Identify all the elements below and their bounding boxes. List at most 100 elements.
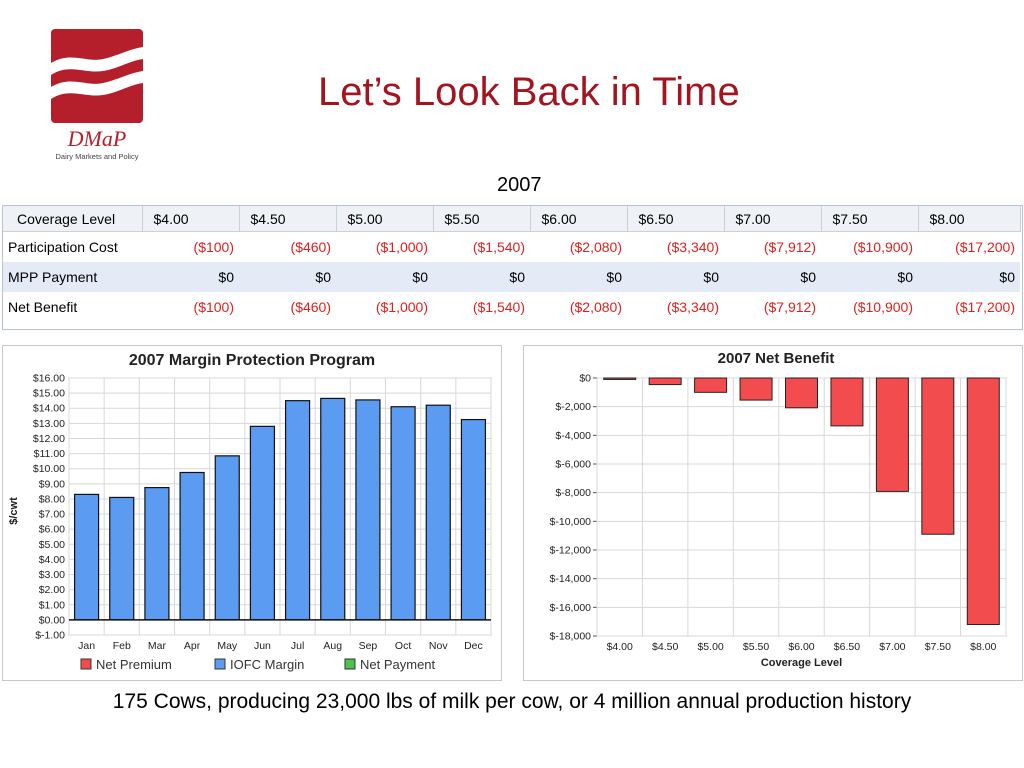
y-tick-label: $0 <box>579 373 591 385</box>
y-axis-label: $/cwt <box>8 497 20 525</box>
table-row: Net Benefit ($100) ($460) ($1,000) ($1,540) (… <box>3 292 1020 322</box>
legend-label: IOFC Margin <box>230 657 304 672</box>
table-cell: ($1,000) <box>375 299 428 315</box>
column-header: $7.50 <box>821 206 919 232</box>
margin-chart: 2007 Margin Protection Program $-1.00 $0.0… <box>8 352 492 672</box>
table-cell: $0 <box>336 262 433 292</box>
table-cell: ($460) <box>290 299 331 315</box>
y-tick-label: $1.00 <box>39 599 65 611</box>
x-tick-label: Oct <box>395 640 411 652</box>
net-benefit-bar <box>966 377 1000 626</box>
y-tick-label: $14.00 <box>33 403 65 415</box>
net-benefit-bar <box>875 377 909 492</box>
y-tick-label: $-16,000 <box>550 602 592 614</box>
table-cell: ($3,340) <box>666 239 719 255</box>
table-cell: $0 <box>239 262 336 292</box>
x-tick-label: Dec <box>464 640 483 652</box>
x-tick-label: Aug <box>323 640 342 652</box>
legend-swatch <box>80 658 92 670</box>
x-tick-label: Nov <box>429 640 448 652</box>
table-cell: ($2,080) <box>569 299 622 315</box>
x-tick-label: $6.50 <box>834 641 860 653</box>
table-cell: ($1,540) <box>472 239 525 255</box>
net-benefit-chart: 2007 Net Benefit $0 $-2,000 $-4,000 $-6,000 $… <box>550 350 1007 669</box>
column-header: $5.00 <box>336 206 434 232</box>
table-header-row: Coverage Level $4.00 $4.50 $5.00 $5.50 $6.00 $… <box>3 206 1021 232</box>
y-tick-label: $3.00 <box>39 569 65 581</box>
net-benefit-bar <box>603 377 637 380</box>
y-tick-label: $-1.00 <box>35 630 65 642</box>
y-tick-label: $8.00 <box>39 493 65 505</box>
legend-swatch <box>344 658 356 670</box>
table-cell: $0 <box>627 262 724 292</box>
logo-text: DMaP <box>67 126 127 151</box>
column-header: $7.00 <box>724 206 822 232</box>
y-tick-label: $0.00 <box>39 614 65 626</box>
net-benefit-chart-panel: 2007 Net Benefit $0 $-2,000 $-4,000 $-6,000 $… <box>523 345 1023 681</box>
row-label: Participation Cost <box>8 239 118 255</box>
column-header: $5.50 <box>433 206 531 232</box>
legend-label: Net Payment <box>360 657 436 672</box>
iofc-bar <box>320 397 346 621</box>
iofc-bar <box>73 493 100 621</box>
table-cell: ($460) <box>290 239 331 255</box>
table-cell: ($7,912) <box>763 299 816 315</box>
column-header: $8.00 <box>918 206 1021 232</box>
column-header: $4.00 <box>142 206 240 232</box>
x-tick-label: Sep <box>359 640 378 652</box>
iofc-bar <box>425 404 451 621</box>
net-benefit-bar <box>830 377 864 427</box>
table-cell: ($100) <box>193 299 234 315</box>
y-tick-label: $5.00 <box>39 539 65 551</box>
coverage-grid: Coverage Level $4.00 $4.50 $5.00 $5.50 $6.00 $… <box>3 206 1021 322</box>
y-tick-label: $11.00 <box>34 448 65 460</box>
column-header-label: Coverage Level <box>3 206 143 232</box>
y-tick-label: $7.00 <box>39 509 65 521</box>
dmap-logo: DMaP Dairy Markets and Policy <box>51 29 145 162</box>
y-tick-label: $-18,000 <box>550 631 592 643</box>
x-tick-label: $5.50 <box>743 641 769 653</box>
y-tick-label: $-12,000 <box>550 545 592 557</box>
x-tick-label: Feb <box>113 640 131 652</box>
x-tick-label: Jan <box>78 640 95 652</box>
logo-subtext: Dairy Markets and Policy <box>56 152 139 161</box>
net-benefit-bar <box>921 377 955 535</box>
x-tick-label: Mar <box>148 640 167 652</box>
iofc-bar <box>284 400 311 621</box>
iofc-bar <box>109 496 135 621</box>
page-title: Let’s Look Back in Time <box>318 70 740 114</box>
y-tick-label: $-6,000 <box>555 459 591 471</box>
table-row: MPP Payment $0 $0 $0 $0 $0 $0 $0 $0 $0 <box>3 262 1020 292</box>
table-cell: ($1,000) <box>375 239 428 255</box>
y-tick-label: $-14,000 <box>550 573 592 585</box>
column-header: $4.50 <box>239 206 337 232</box>
y-tick-label: $9.00 <box>39 478 65 490</box>
net-benefit-bar <box>694 377 728 393</box>
y-tick-label: $10.00 <box>33 463 65 475</box>
iofc-bar <box>179 471 205 621</box>
row-label: Net Benefit <box>8 299 78 315</box>
table-cell: ($100) <box>193 239 234 255</box>
y-tick-label: $-10,000 <box>550 516 592 528</box>
x-tick-label: May <box>217 640 238 652</box>
x-tick-label: $8.00 <box>970 641 996 653</box>
margin-chart-panel: 2007 Margin Protection Program $-1.00 $0.0… <box>2 345 502 681</box>
row-label: MPP Payment <box>3 262 142 292</box>
y-tick-label: $2.00 <box>39 584 65 596</box>
x-tick-label: Jun <box>254 640 271 652</box>
table-cell: $0 <box>821 262 918 292</box>
column-header: $6.50 <box>627 206 725 232</box>
table-cell: $0 <box>530 262 627 292</box>
table-cell: $0 <box>142 262 239 292</box>
iofc-bar <box>249 425 276 621</box>
table-cell: ($7,912) <box>763 239 816 255</box>
y-tick-label: $-2,000 <box>555 401 591 413</box>
table-cell: ($3,340) <box>666 299 719 315</box>
y-tick-label: $-4,000 <box>555 430 591 442</box>
table-row: Participation Cost ($100) ($460) ($1,000) ($… <box>3 232 1020 263</box>
legend-label: Net Premium <box>96 657 172 672</box>
column-header: $6.00 <box>530 206 628 232</box>
x-tick-label: $5.00 <box>697 641 723 653</box>
x-tick-label: $6.00 <box>788 641 814 653</box>
x-tick-label: Apr <box>184 640 201 652</box>
